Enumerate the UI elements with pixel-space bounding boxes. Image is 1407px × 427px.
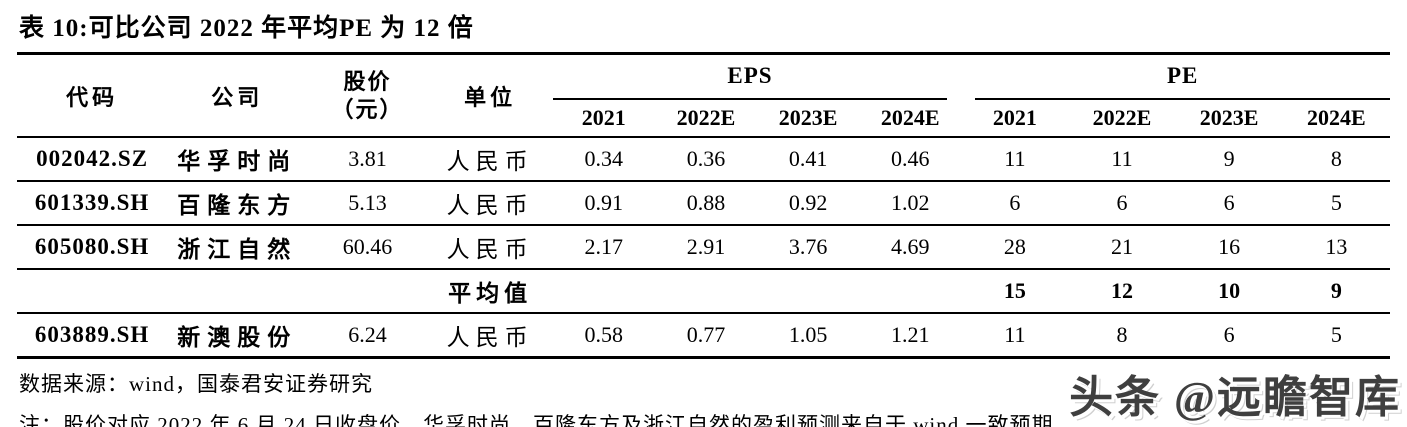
table-row: 605080.SH 浙江自然 60.46 人民币 2.17 2.91 3.76 … (17, 225, 1390, 270)
pe-year-2023e: 2023E (1175, 100, 1283, 138)
cell-eps-2023e: 0.41 (757, 137, 860, 182)
cell-unit: 人民币 (427, 181, 553, 226)
table-row: 002042.SZ 华孚时尚 3.81 人民币 0.34 0.36 0.41 0… (17, 137, 1390, 182)
cell-company (167, 269, 308, 314)
cell-code: 002042.SZ (17, 137, 168, 182)
table-row: 603889.SH 新澳股份 6.24 人民币 0.58 0.77 1.05 1… (17, 313, 1390, 357)
cell-pe-2021: 11 (1004, 321, 1026, 347)
pe-year-2021: 2021 (961, 100, 1069, 138)
group-header-row: 代码 公司 股价 （元） 单位 EPS PE (17, 53, 1390, 138)
cell-pe-2023e: 16 (1175, 225, 1283, 270)
cell-pe-2021: 28 (961, 225, 1069, 270)
cell-pe-2021: 11 (961, 137, 1069, 182)
cell-eps-2022e (654, 269, 758, 314)
eps-year-2023e: 2023E (757, 100, 860, 138)
eps-year-2022e: 2022E (654, 100, 758, 138)
col-header-code: 代码 (17, 53, 168, 138)
col-header-company: 公司 (167, 53, 308, 138)
cell-company: 华孚时尚 (167, 137, 308, 182)
cell-eps-2023e: 0.92 (757, 181, 860, 226)
cell-pe-2022e: 12 (1068, 269, 1176, 314)
cell-eps-2021 (552, 269, 655, 314)
eps-group-label: EPS (552, 59, 948, 100)
watermark: 头条 @远瞻智库 (1069, 373, 1401, 422)
cell-eps-2023e (757, 269, 860, 314)
cell-eps-2024e: 1.21 (890, 321, 930, 347)
eps-year-2024e: 2024E (859, 100, 962, 138)
cell-code: 605080.SH (17, 225, 168, 270)
cell-company: 新澳股份 (177, 324, 298, 350)
cell-price: 5.13 (307, 181, 428, 226)
average-label: 平均值 (427, 269, 553, 314)
cell-price (307, 269, 428, 314)
cell-pe-2024e: 13 (1282, 225, 1390, 270)
table-header: 代码 公司 股价 （元） 单位 EPS PE 2021 2022E 2023E … (17, 53, 1390, 138)
cell-company: 浙江自然 (167, 225, 308, 270)
cell-eps-2021: 2.17 (552, 225, 655, 270)
cell-pe-2024e: 9 (1282, 269, 1390, 314)
cell-eps-2022e: 0.36 (654, 137, 758, 182)
cell-eps-2022e: 2.91 (654, 225, 758, 270)
data-source-note: 数据来源：wind，国泰君安证券研究 (19, 371, 373, 396)
cell-eps-2024e: 0.46 (859, 137, 962, 182)
table-row: 601339.SH 百隆东方 5.13 人民币 0.91 0.88 0.92 1… (17, 181, 1390, 226)
cell-eps-2021: 0.91 (552, 181, 655, 226)
cell-pe-2021: 6 (961, 181, 1069, 226)
pe-year-2024e: 2024E (1282, 100, 1390, 138)
cell-code: 601339.SH (17, 181, 168, 226)
cell-eps-2023e: 1.05 (788, 321, 828, 347)
cell-pe-2023e: 9 (1175, 137, 1283, 182)
cell-pe-2022e: 8 (1116, 321, 1128, 347)
cell-pe-2022e: 21 (1068, 225, 1176, 270)
group-header-eps: EPS (552, 54, 962, 100)
price-label-line1: 股价 (343, 69, 392, 94)
cell-pe-2024e: 5 (1330, 321, 1342, 347)
average-row: 平均值 15 12 10 9 (17, 269, 1390, 314)
cell-eps-2024e (859, 269, 962, 314)
pe-year-2022e: 2022E (1068, 100, 1176, 138)
cell-eps-2023e: 3.76 (757, 225, 860, 270)
pe-group-label: PE (975, 59, 1390, 100)
cell-price: 6.24 (348, 321, 387, 347)
table-title: 表 10:可比公司 2022 年平均PE 为 12 倍 (19, 15, 474, 42)
cell-pe-2023e: 6 (1223, 321, 1235, 347)
cell-pe-2022e: 6 (1068, 181, 1176, 226)
cell-price: 3.81 (307, 137, 428, 182)
cell-pe-2022e: 11 (1068, 137, 1176, 182)
price-label-line2: （元） (331, 96, 404, 122)
cell-pe-2021: 15 (961, 269, 1069, 314)
cell-code (17, 269, 168, 314)
cell-pe-2024e: 5 (1282, 181, 1390, 226)
footnote: 注：股价对应 2022 年 6 月 24 日收盘价，华孚时尚、百隆东方及浙江自然… (19, 412, 1054, 427)
cell-eps-2021: 0.58 (584, 321, 624, 347)
year-header-row: 2021 2022E 2023E 2024E 2021 2022E 2023E … (17, 100, 1390, 138)
col-header-price: 股价 （元） (307, 53, 428, 138)
cell-pe-2023e: 6 (1175, 181, 1283, 226)
cell-eps-2024e: 4.69 (859, 225, 962, 270)
cell-eps-2022e: 0.77 (686, 321, 726, 347)
cell-company: 百隆东方 (167, 181, 308, 226)
cell-eps-2024e: 1.02 (859, 181, 962, 226)
group-header-pe: PE (961, 54, 1390, 100)
table-body: 002042.SZ 华孚时尚 3.81 人民币 0.34 0.36 0.41 0… (17, 137, 1390, 357)
eps-year-2021: 2021 (552, 100, 655, 138)
cell-price: 60.46 (307, 225, 428, 270)
cell-unit: 人民币 (427, 225, 553, 270)
cell-unit: 人民币 (446, 324, 534, 350)
cell-code: 603889.SH (34, 321, 150, 347)
comparable-companies-table: 代码 公司 股价 （元） 单位 EPS PE 2021 2022E 2023E … (17, 52, 1390, 359)
cell-pe-2024e: 8 (1282, 137, 1390, 182)
cell-pe-2023e: 10 (1175, 269, 1283, 314)
cell-eps-2021: 0.34 (552, 137, 655, 182)
col-header-unit: 单位 (427, 53, 553, 138)
cell-eps-2022e: 0.88 (654, 181, 758, 226)
cell-unit: 人民币 (427, 137, 553, 182)
